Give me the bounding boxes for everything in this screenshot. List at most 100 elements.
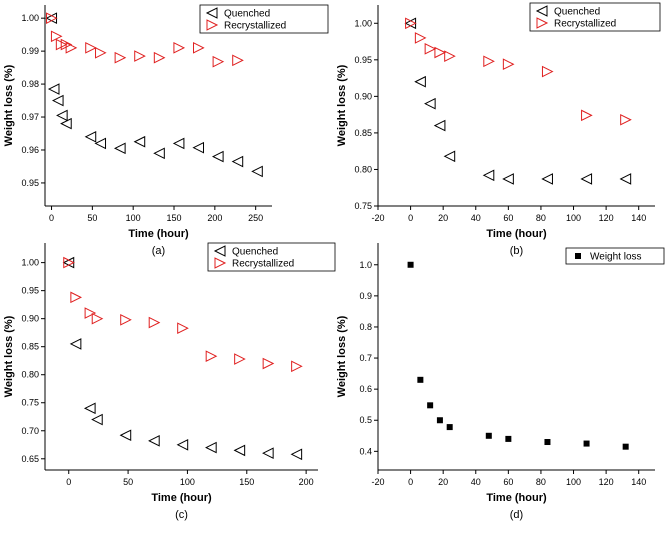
x-tick-label: 0	[408, 477, 413, 487]
data-point-quenched	[69, 338, 82, 350]
legend-marker	[535, 5, 548, 17]
y-tick-label: 0.90	[354, 91, 372, 101]
data-point-quenched	[443, 150, 456, 163]
data-point-quenched	[45, 12, 58, 24]
data-point-quenched	[482, 169, 495, 182]
data-point-recrystallized	[620, 113, 632, 126]
data-point-quenched	[176, 438, 189, 451]
legend-marker	[206, 19, 219, 31]
y-tick-label: 0.6	[359, 384, 372, 394]
data-point-weight-loss	[436, 417, 443, 424]
x-tick-label: 150	[166, 213, 181, 223]
data-point-recrystallized	[63, 256, 75, 269]
y-tick-label: 0.80	[354, 164, 372, 174]
legend-label: Quenched	[232, 247, 278, 258]
panel-label: (a)	[152, 245, 165, 257]
data-point-recrystallized	[193, 42, 205, 54]
y-tick-label: 0.85	[21, 342, 39, 352]
data-point-quenched	[153, 147, 165, 160]
x-tick-label: 250	[248, 213, 263, 223]
y-axis-label: Weight loss (%)	[336, 315, 348, 397]
y-tick-label: 0.90	[21, 314, 39, 324]
data-point-quenched	[192, 141, 205, 154]
data-point-recrystallized	[177, 322, 189, 335]
y-tick-label: 1.0	[359, 260, 372, 270]
data-point-weight-loss	[417, 376, 424, 383]
data-point-quenched	[172, 137, 185, 150]
data-point-recrystallized	[91, 312, 104, 325]
legend-box	[207, 242, 336, 272]
data-point-recrystallized	[134, 50, 146, 62]
x-tick-label: 40	[471, 477, 481, 487]
x-tick-label: 140	[631, 213, 646, 223]
y-tick-label: 0.75	[354, 201, 372, 211]
y-tick-label: 1.00	[354, 18, 372, 28]
y-tick-label: 0.96	[21, 145, 39, 155]
data-point-quenched	[233, 444, 246, 457]
data-point-recrystallized	[120, 313, 132, 326]
y-tick-label: 1.00	[21, 258, 39, 268]
data-point-recrystallized	[50, 30, 63, 43]
y-tick-label: 0.85	[354, 128, 372, 138]
panel-label: (c)	[175, 509, 188, 521]
y-tick-label: 0.98	[21, 79, 39, 89]
data-point-weight-loss	[427, 402, 434, 409]
x-axis-label: Time (hour)	[128, 228, 189, 240]
data-point-weight-loss	[505, 435, 512, 442]
x-axis-label: Time (hour)	[486, 228, 547, 240]
data-point-quenched	[114, 142, 126, 155]
legend-box	[565, 247, 665, 265]
chart-panel-b: -20 0 20 40 60 80 100 120 140 0.75 0.80 0.85 0.90 0.9…	[336, 2, 661, 257]
data-point-quenched	[541, 173, 553, 185]
y-tick-label: 0.95	[21, 178, 39, 188]
data-point-quenched	[133, 135, 146, 148]
data-point-weight-loss	[622, 443, 629, 450]
y-tick-label: 1.00	[21, 13, 39, 23]
legend-label: Weight loss	[590, 252, 642, 263]
legend-label: Recrystallized	[232, 259, 294, 270]
data-point-quenched	[60, 117, 72, 130]
x-tick-label: 140	[631, 477, 646, 487]
legend-marker	[213, 245, 226, 257]
data-point-weight-loss	[485, 432, 492, 439]
x-tick-label: 200	[299, 477, 314, 487]
data-point-recrystallized	[65, 42, 78, 54]
x-tick-label: 0	[408, 213, 413, 223]
x-tick-label: 0	[66, 477, 71, 487]
legend-box	[199, 4, 329, 34]
x-tick-label: 100	[566, 477, 581, 487]
y-tick-label: 0.8	[359, 322, 372, 332]
y-tick-label: 0.75	[21, 398, 39, 408]
data-point-quenched	[404, 17, 417, 30]
y-tick-label: 0.99	[21, 46, 39, 56]
x-axis-label: Time (hour)	[151, 492, 212, 504]
data-point-quenched	[433, 119, 446, 132]
data-point-recrystallized	[434, 46, 447, 59]
data-point-quenched	[148, 435, 160, 447]
x-axis-label: Time (hour)	[486, 492, 547, 504]
panel-label: (d)	[510, 509, 523, 521]
chart-panel-a: 0 50 100 150 200 250 0.95 0.96 0.97 0.98 0.99 1.00 T…	[3, 4, 329, 257]
data-point-recrystallized	[502, 58, 515, 71]
y-tick-label: 0.70	[21, 426, 39, 436]
x-tick-label: 80	[536, 477, 546, 487]
x-tick-label: 120	[599, 213, 614, 223]
data-point-quenched	[231, 155, 244, 168]
data-point-quenched	[262, 447, 274, 459]
data-point-quenched	[83, 402, 96, 415]
y-tick-label: 0.80	[21, 370, 39, 380]
data-point-quenched	[62, 256, 75, 269]
y-tick-label: 0.7	[359, 353, 372, 363]
data-point-quenched	[94, 137, 107, 150]
x-tick-label: 20	[438, 477, 448, 487]
x-tick-label: 150	[239, 477, 254, 487]
x-tick-label: 200	[207, 213, 222, 223]
data-point-quenched	[211, 150, 224, 163]
data-point-recrystallized	[424, 43, 437, 55]
data-point-quenched	[84, 130, 97, 143]
data-point-weight-loss	[544, 439, 551, 446]
data-point-recrystallized	[541, 65, 554, 78]
data-point-recrystallized	[483, 55, 495, 68]
data-point-quenched	[502, 173, 514, 185]
